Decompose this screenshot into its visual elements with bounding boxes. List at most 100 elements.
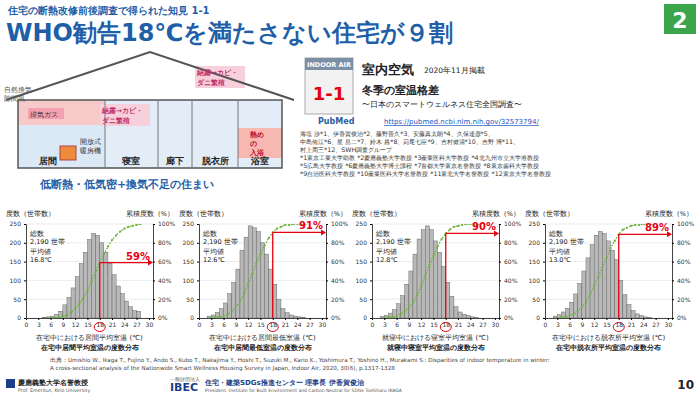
tick: 15 bbox=[84, 318, 92, 328]
bar bbox=[289, 315, 293, 318]
cumulative-marker bbox=[589, 293, 591, 295]
cumulative-marker bbox=[614, 240, 616, 242]
axis-line bbox=[24, 225, 27, 319]
total-value: 2,190 世帯 bbox=[203, 238, 238, 246]
paper-title: 冬季の室温格差 bbox=[361, 84, 439, 97]
tick-label: 80% bbox=[331, 239, 345, 246]
cumulative-marker bbox=[449, 229, 451, 231]
threshold-line bbox=[445, 233, 446, 318]
paper-url[interactable]: https://pubmed.ncbi.nlm.nih.gov/32573794… bbox=[384, 118, 539, 126]
tick-mark bbox=[24, 262, 26, 263]
cumulative-marker bbox=[140, 224, 142, 225]
tick: 30 bbox=[492, 318, 500, 328]
tick-mark bbox=[543, 243, 545, 244]
mean-value: 13.0℃ bbox=[549, 256, 571, 264]
cumulative-marker bbox=[288, 224, 290, 226]
threshold-label: 89% bbox=[645, 222, 669, 233]
paper-link[interactable]: https://pubmed.ncbi.nlm.nih.gov/32573794… bbox=[384, 118, 539, 126]
tick: 30 bbox=[665, 318, 673, 328]
cumulative-marker bbox=[292, 224, 294, 225]
bar bbox=[240, 250, 244, 318]
threshold-line bbox=[100, 262, 150, 263]
tick-mark bbox=[153, 318, 155, 319]
tick-label: 12 bbox=[418, 321, 426, 328]
bar bbox=[256, 232, 260, 318]
tick: 50 bbox=[359, 296, 372, 303]
tick-mark bbox=[38, 318, 39, 320]
y2-axis-title: 累積度数（%） bbox=[299, 210, 347, 218]
bar bbox=[433, 241, 437, 318]
bar bbox=[611, 250, 615, 318]
bar bbox=[631, 310, 635, 318]
cumulative-marker bbox=[564, 316, 566, 318]
tick: 15 bbox=[603, 318, 611, 328]
tick-label: 40% bbox=[504, 277, 518, 284]
histogram-panel: 90%0369121518212427300501001502002500%20… bbox=[352, 210, 521, 352]
axis-line bbox=[154, 225, 156, 319]
bar bbox=[635, 314, 639, 318]
tick-label: 12 bbox=[245, 321, 253, 328]
cumulative-marker bbox=[54, 317, 56, 318]
heater bbox=[60, 146, 76, 160]
bar bbox=[474, 317, 478, 318]
x-axis: 036912151821242730 bbox=[544, 318, 673, 328]
author-line: *5広島大学教授 *6慶應義塾大学博士課程 *7首都大学東京名誉教授 *8東京歯… bbox=[300, 162, 539, 169]
bar bbox=[578, 283, 582, 318]
tick-mark bbox=[75, 318, 76, 320]
tick-label: 100% bbox=[677, 220, 694, 227]
tick: 200 bbox=[10, 239, 26, 246]
org1-sub: Prof. Emeritus, Keio University bbox=[18, 388, 90, 393]
y2-axis: 0%20%40%60%80%100% bbox=[499, 220, 521, 321]
tick-label: 15 bbox=[84, 321, 92, 328]
total-label: 総数 bbox=[202, 230, 217, 238]
tick-label: 3 bbox=[210, 321, 214, 328]
x-axis: 036912151821242730 bbox=[198, 318, 327, 328]
x-axis-title: 在宅中における居間平均室温 (℃) bbox=[36, 334, 143, 342]
tick-mark bbox=[470, 318, 471, 320]
cumulative-marker bbox=[424, 275, 426, 277]
tick-label: 100 bbox=[10, 277, 22, 284]
tick-label: 12 bbox=[72, 321, 80, 328]
tick: 250 bbox=[529, 220, 545, 227]
tick-mark bbox=[656, 318, 657, 320]
cumulative-marker bbox=[86, 290, 88, 292]
bar bbox=[602, 233, 606, 318]
slide: 住宅の断熱改修前後調査で得られた知見 1-1WHO勧告18℃を満たさない住宅が９… bbox=[0, 0, 700, 394]
cumulative-marker bbox=[58, 316, 60, 318]
tick: 0 bbox=[25, 318, 29, 328]
chart-caption: 就寝中寝室平均室温の度数分布 bbox=[386, 343, 485, 352]
threshold-line bbox=[446, 233, 496, 234]
cumulative-marker bbox=[263, 245, 265, 247]
tick-mark bbox=[499, 299, 501, 300]
cumulative-marker bbox=[568, 314, 570, 316]
tick-mark bbox=[370, 243, 372, 244]
bar bbox=[236, 269, 240, 318]
room-fill bbox=[18, 100, 105, 168]
tick: 60% bbox=[153, 258, 172, 265]
cumulative-marker bbox=[214, 316, 216, 318]
tick: 3 bbox=[383, 318, 387, 328]
cumulative-marker bbox=[428, 264, 430, 266]
tick: 40% bbox=[672, 277, 691, 284]
tick-label: 24 bbox=[467, 321, 475, 328]
tick: 60% bbox=[499, 258, 518, 265]
tick-mark bbox=[668, 318, 669, 320]
tick-label: 0% bbox=[504, 314, 514, 321]
tick-mark bbox=[672, 243, 674, 244]
tick-label: 30 bbox=[319, 321, 327, 328]
room-label: 廊下 bbox=[165, 156, 184, 166]
source-line: A cross-sectional analysis of the Nation… bbox=[50, 365, 395, 372]
bar bbox=[586, 258, 590, 318]
bar bbox=[425, 226, 429, 318]
total-value: 2,190 世帯 bbox=[30, 238, 65, 246]
bar bbox=[79, 263, 83, 318]
tick-label: 0 bbox=[371, 321, 375, 328]
y-axis: 050100150200250 bbox=[529, 220, 546, 321]
cumulative-marker bbox=[634, 224, 636, 226]
tick-mark bbox=[260, 318, 261, 320]
y2-axis: 0%20%40%60%80%100% bbox=[672, 220, 694, 321]
bar bbox=[277, 299, 281, 318]
tick: 18 bbox=[442, 318, 450, 328]
tick-label: 80% bbox=[677, 239, 691, 246]
tick-label: 9 bbox=[407, 321, 411, 328]
